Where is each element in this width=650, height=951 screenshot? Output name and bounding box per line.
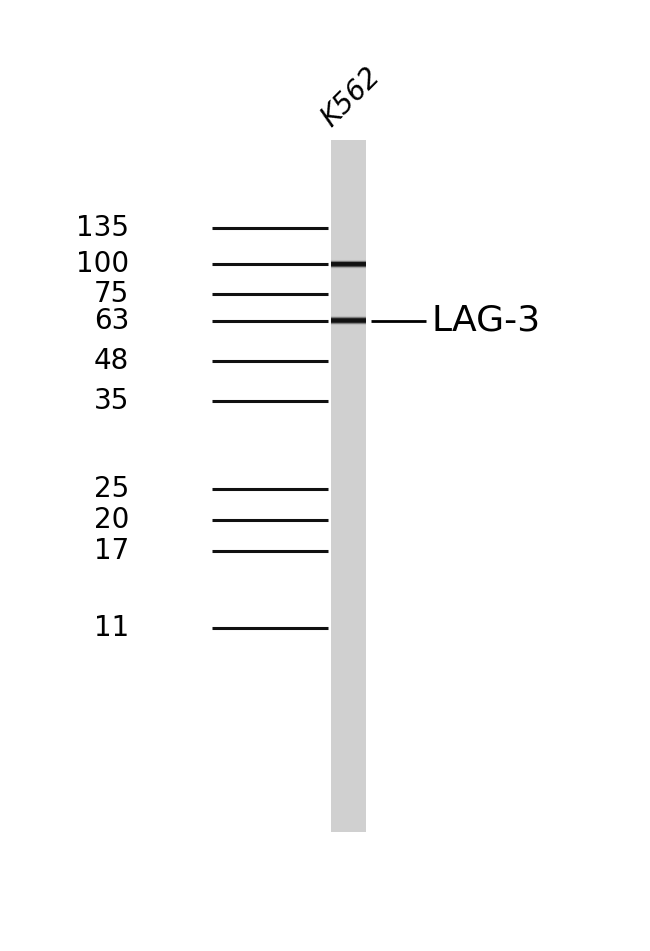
Text: 35: 35 (94, 387, 129, 416)
Text: 100: 100 (76, 250, 129, 279)
Text: 75: 75 (94, 280, 129, 307)
Text: 135: 135 (76, 214, 129, 242)
Text: LAG-3: LAG-3 (432, 303, 541, 338)
Text: K562: K562 (316, 63, 386, 132)
Bar (331, 140, 366, 832)
Text: 48: 48 (94, 347, 129, 375)
Text: 11: 11 (94, 614, 129, 642)
Text: 25: 25 (94, 476, 129, 503)
Text: 17: 17 (94, 537, 129, 565)
Text: 20: 20 (94, 506, 129, 534)
Text: 63: 63 (94, 306, 129, 335)
